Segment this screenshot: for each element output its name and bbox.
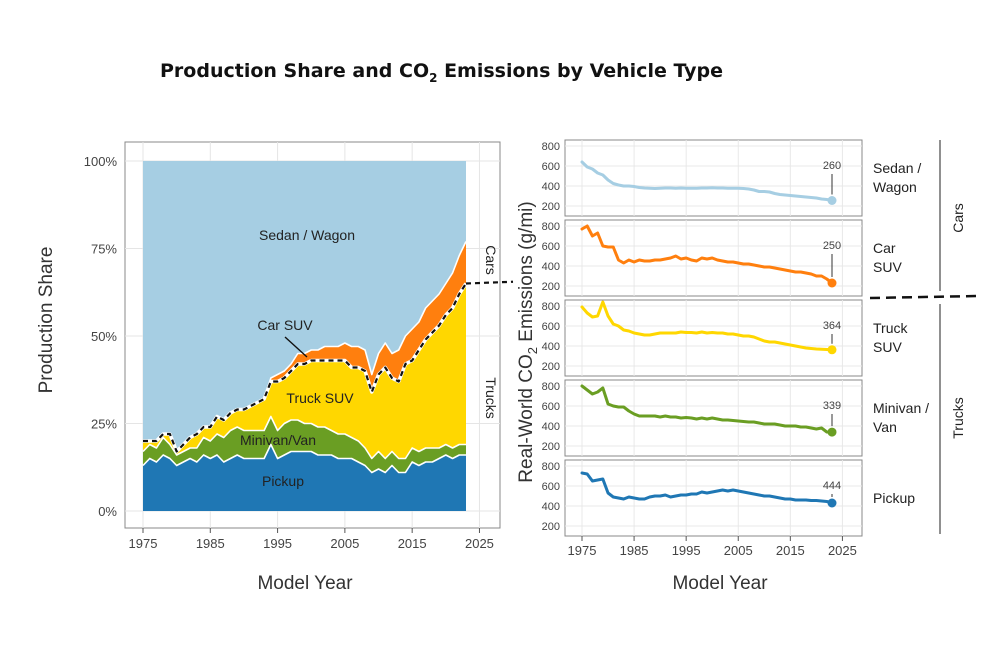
facet-y-tick-label: 800 xyxy=(542,381,560,393)
area-label-pickup: Pickup xyxy=(262,473,304,489)
facet-strip-label: Minivan / xyxy=(873,400,929,416)
series-end-value-label: 260 xyxy=(823,160,841,172)
facet-strip-label: Car xyxy=(873,240,896,256)
left-x-tick-label: 2005 xyxy=(330,536,359,551)
facet-y-tick-label: 200 xyxy=(542,281,560,293)
group-label-trucks: Trucks xyxy=(483,377,499,418)
facet-y-tick-label: 600 xyxy=(542,161,560,173)
series-line-truck-suv xyxy=(580,300,834,352)
right-y-axis-title: Real-World CO2 Emissions (g/mi) xyxy=(516,201,540,482)
left-y-tick-label: 0% xyxy=(98,504,117,519)
area-label-sedan-wagon: Sedan / Wagon xyxy=(259,227,355,243)
right-x-tick-label: 2015 xyxy=(776,543,805,558)
right-group-label-cars: Cars xyxy=(950,203,966,233)
facet-y-tick-label: 800 xyxy=(542,301,560,313)
right-x-tick-label: 2005 xyxy=(724,543,753,558)
series-end-value-label: 339 xyxy=(823,400,841,412)
area-boundary-line xyxy=(142,415,466,460)
facet-y-tick-label: 200 xyxy=(542,361,560,373)
facet-strip-label: SUV xyxy=(873,259,902,275)
facet-y-tick-label: 800 xyxy=(542,141,560,153)
facet-strip-label: Van xyxy=(873,419,897,435)
facet-y-tick-label: 400 xyxy=(542,181,560,193)
facet-y-tick-label: 200 xyxy=(542,441,560,453)
left-y-tick-label: 100% xyxy=(84,154,118,169)
series-end-value-label: 444 xyxy=(823,480,841,492)
area-label-truck-suv: Truck SUV xyxy=(286,390,354,406)
facet-y-tick-label: 200 xyxy=(542,521,560,533)
title-rest: Emissions by Vehicle Type xyxy=(437,60,724,82)
left-y-tick-label: 75% xyxy=(91,242,117,257)
facet-y-tick-label: 600 xyxy=(542,401,560,413)
facet-strip-label: Truck xyxy=(873,320,908,336)
title-main: Production Share and CO xyxy=(160,60,430,82)
facet-y-tick-label: 400 xyxy=(542,261,560,273)
series-end-point xyxy=(827,278,837,288)
left-x-tick-label: 2015 xyxy=(398,536,427,551)
facet-panel-frame xyxy=(564,459,863,537)
group-label-cars: Cars xyxy=(483,245,499,275)
area-boundary-line xyxy=(142,443,466,474)
left-x-tick-label: 1975 xyxy=(129,536,158,551)
facet-strip-label: Wagon xyxy=(873,179,917,195)
series-line-car-suv xyxy=(580,224,834,285)
series-line-minivan-van xyxy=(580,384,834,434)
facet-y-tick-label: 600 xyxy=(542,321,560,333)
right-x-axis-title: Model Year xyxy=(672,573,768,594)
facet-y-tick-label: 400 xyxy=(542,341,560,353)
right-x-tick-label: 1995 xyxy=(672,543,701,558)
figure-title: Production Share and CO2 Emissions by Ve… xyxy=(160,60,723,85)
left-x-tick-label: 1995 xyxy=(263,536,292,551)
car-truck-separator xyxy=(143,282,467,453)
car-suv-leader-line xyxy=(284,336,308,358)
area-pickup xyxy=(143,444,466,511)
area-truck-suv xyxy=(143,283,466,459)
series-line-sedan-wagon xyxy=(580,160,834,202)
area-label-car-suv: Car SUV xyxy=(257,317,313,333)
left-y-tick-label: 50% xyxy=(91,329,117,344)
area-sedan-wagon xyxy=(143,161,466,452)
series-end-value-label: 364 xyxy=(823,320,841,332)
series-end-point xyxy=(827,498,837,508)
facet-strip-label: Sedan / xyxy=(873,160,921,176)
left-x-tick-label: 1985 xyxy=(196,536,225,551)
facet-strip-label: SUV xyxy=(873,339,902,355)
facet-strip-label: Pickup xyxy=(873,490,915,506)
facet-y-tick-label: 400 xyxy=(542,501,560,513)
facet-y-tick-label: 200 xyxy=(542,201,560,213)
facet-y-tick-label: 600 xyxy=(542,481,560,493)
series-end-point xyxy=(827,427,837,437)
area-car-suv xyxy=(143,241,466,452)
car-truck-separator-extension xyxy=(465,280,514,285)
right-x-tick-label: 2025 xyxy=(828,543,857,558)
left-y-tick-label: 25% xyxy=(91,417,117,432)
facet-panel-frame xyxy=(564,299,863,377)
facet-y-tick-label: 800 xyxy=(542,461,560,473)
title-subscript: 2 xyxy=(429,70,438,85)
right-car-truck-separator xyxy=(869,294,979,300)
left-x-tick-label: 2025 xyxy=(465,536,494,551)
facet-y-tick-label: 400 xyxy=(542,421,560,433)
right-x-tick-label: 1985 xyxy=(620,543,649,558)
facet-panel-frame xyxy=(564,139,863,217)
series-end-point xyxy=(827,196,837,205)
right-group-label-trucks: Trucks xyxy=(950,397,966,438)
area-label-minivan-van: Minivan/Van xyxy=(240,432,316,448)
series-end-point xyxy=(827,345,837,355)
facet-y-tick-label: 800 xyxy=(542,221,560,233)
facet-y-tick-label: 600 xyxy=(542,241,560,253)
left-x-axis-title: Model Year xyxy=(257,573,353,594)
series-end-value-label: 250 xyxy=(823,240,841,252)
left-y-axis-title: Production Share xyxy=(36,247,57,394)
right-x-tick-label: 1975 xyxy=(568,543,597,558)
series-line-pickup xyxy=(580,471,834,505)
